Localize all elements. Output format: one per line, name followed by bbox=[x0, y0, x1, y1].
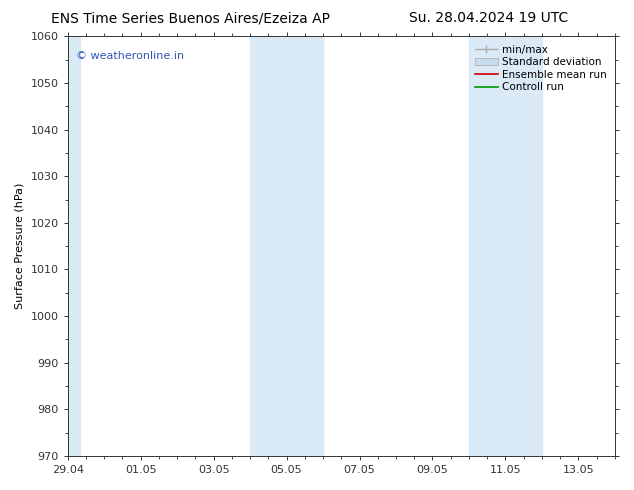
Text: Su. 28.04.2024 19 UTC: Su. 28.04.2024 19 UTC bbox=[408, 11, 568, 25]
Bar bbox=[66, 36, 81, 456]
Text: ENS Time Series Buenos Aires/Ezeiza AP: ENS Time Series Buenos Aires/Ezeiza AP bbox=[51, 11, 330, 25]
Text: © weatheronline.in: © weatheronline.in bbox=[76, 51, 184, 61]
Bar bbox=[250, 36, 323, 456]
Y-axis label: Surface Pressure (hPa): Surface Pressure (hPa) bbox=[15, 183, 25, 309]
Bar bbox=[469, 36, 542, 456]
Legend: min/max, Standard deviation, Ensemble mean run, Controll run: min/max, Standard deviation, Ensemble me… bbox=[472, 42, 610, 96]
